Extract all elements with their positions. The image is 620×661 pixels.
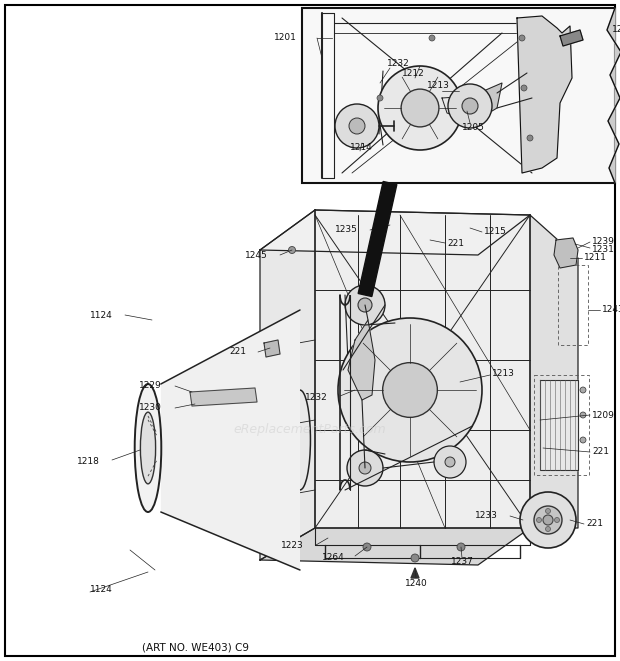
Circle shape <box>445 457 455 467</box>
Text: 221: 221 <box>229 348 246 356</box>
Text: 1230: 1230 <box>139 403 162 412</box>
Text: 1243: 1243 <box>602 305 620 315</box>
Text: 1213: 1213 <box>427 81 450 91</box>
Text: (ART NO. WE403) C9: (ART NO. WE403) C9 <box>141 643 249 653</box>
Polygon shape <box>264 340 280 357</box>
Polygon shape <box>607 8 620 183</box>
Polygon shape <box>315 210 530 528</box>
Circle shape <box>383 363 437 417</box>
Text: 1205: 1205 <box>462 124 485 132</box>
Circle shape <box>401 89 439 127</box>
Text: 1124: 1124 <box>90 586 113 594</box>
Text: 1264: 1264 <box>322 553 345 561</box>
Polygon shape <box>190 388 257 406</box>
Circle shape <box>349 118 365 134</box>
Text: 1231: 1231 <box>592 245 615 254</box>
Text: 1232: 1232 <box>305 393 328 401</box>
Text: 1212: 1212 <box>402 69 425 77</box>
Polygon shape <box>517 16 572 173</box>
Text: 1201: 1201 <box>274 34 297 42</box>
Circle shape <box>345 285 385 325</box>
Circle shape <box>359 462 371 474</box>
Text: 1206: 1206 <box>612 26 620 34</box>
Circle shape <box>580 387 586 393</box>
Circle shape <box>429 35 435 41</box>
Circle shape <box>580 412 586 418</box>
Circle shape <box>546 527 551 531</box>
Text: 1209: 1209 <box>592 410 615 420</box>
Text: 1218: 1218 <box>77 457 100 465</box>
Text: 221: 221 <box>447 239 464 247</box>
Text: 1245: 1245 <box>246 251 268 260</box>
Polygon shape <box>161 310 300 570</box>
Bar <box>302 8 615 183</box>
Circle shape <box>347 450 383 486</box>
Circle shape <box>527 135 533 141</box>
Text: eReplacementParts.com: eReplacementParts.com <box>234 424 386 436</box>
Circle shape <box>536 518 541 522</box>
Text: 221: 221 <box>586 520 603 529</box>
Circle shape <box>358 298 372 312</box>
Text: 1211: 1211 <box>584 254 607 262</box>
Text: 1229: 1229 <box>140 381 162 391</box>
Polygon shape <box>530 215 578 528</box>
Polygon shape <box>260 210 315 560</box>
Bar <box>558 265 588 345</box>
Circle shape <box>580 437 586 443</box>
Circle shape <box>363 543 371 551</box>
Circle shape <box>520 492 576 548</box>
Text: 1233: 1233 <box>475 512 498 520</box>
Circle shape <box>519 35 525 41</box>
Circle shape <box>462 98 478 114</box>
Text: 1237: 1237 <box>451 557 474 566</box>
Circle shape <box>554 518 559 522</box>
Text: 221: 221 <box>592 447 609 457</box>
Polygon shape <box>411 568 419 578</box>
Polygon shape <box>260 210 530 255</box>
Bar <box>534 375 589 475</box>
Text: 1223: 1223 <box>281 541 304 551</box>
Text: 1214: 1214 <box>350 143 373 153</box>
Circle shape <box>457 543 465 551</box>
Circle shape <box>534 506 562 534</box>
Circle shape <box>338 318 482 462</box>
Polygon shape <box>442 83 502 123</box>
Circle shape <box>546 508 551 514</box>
Circle shape <box>335 104 379 148</box>
Ellipse shape <box>140 412 156 484</box>
Circle shape <box>434 446 466 478</box>
Text: 1213: 1213 <box>492 369 515 379</box>
Polygon shape <box>554 238 578 268</box>
Text: 1124: 1124 <box>91 311 113 319</box>
Circle shape <box>377 95 383 101</box>
Ellipse shape <box>135 384 161 512</box>
Text: 1232: 1232 <box>387 59 410 67</box>
Polygon shape <box>540 380 578 470</box>
Text: 1240: 1240 <box>405 578 427 588</box>
Circle shape <box>378 66 462 150</box>
Polygon shape <box>348 320 375 400</box>
Polygon shape <box>260 528 530 565</box>
Circle shape <box>521 85 527 91</box>
Polygon shape <box>358 182 397 297</box>
Text: 1215: 1215 <box>484 227 507 237</box>
Text: 1239: 1239 <box>592 237 615 245</box>
Circle shape <box>448 84 492 128</box>
Circle shape <box>288 247 296 254</box>
Text: 1235: 1235 <box>335 225 358 235</box>
Circle shape <box>411 554 419 562</box>
Circle shape <box>543 515 553 525</box>
Polygon shape <box>560 30 583 46</box>
